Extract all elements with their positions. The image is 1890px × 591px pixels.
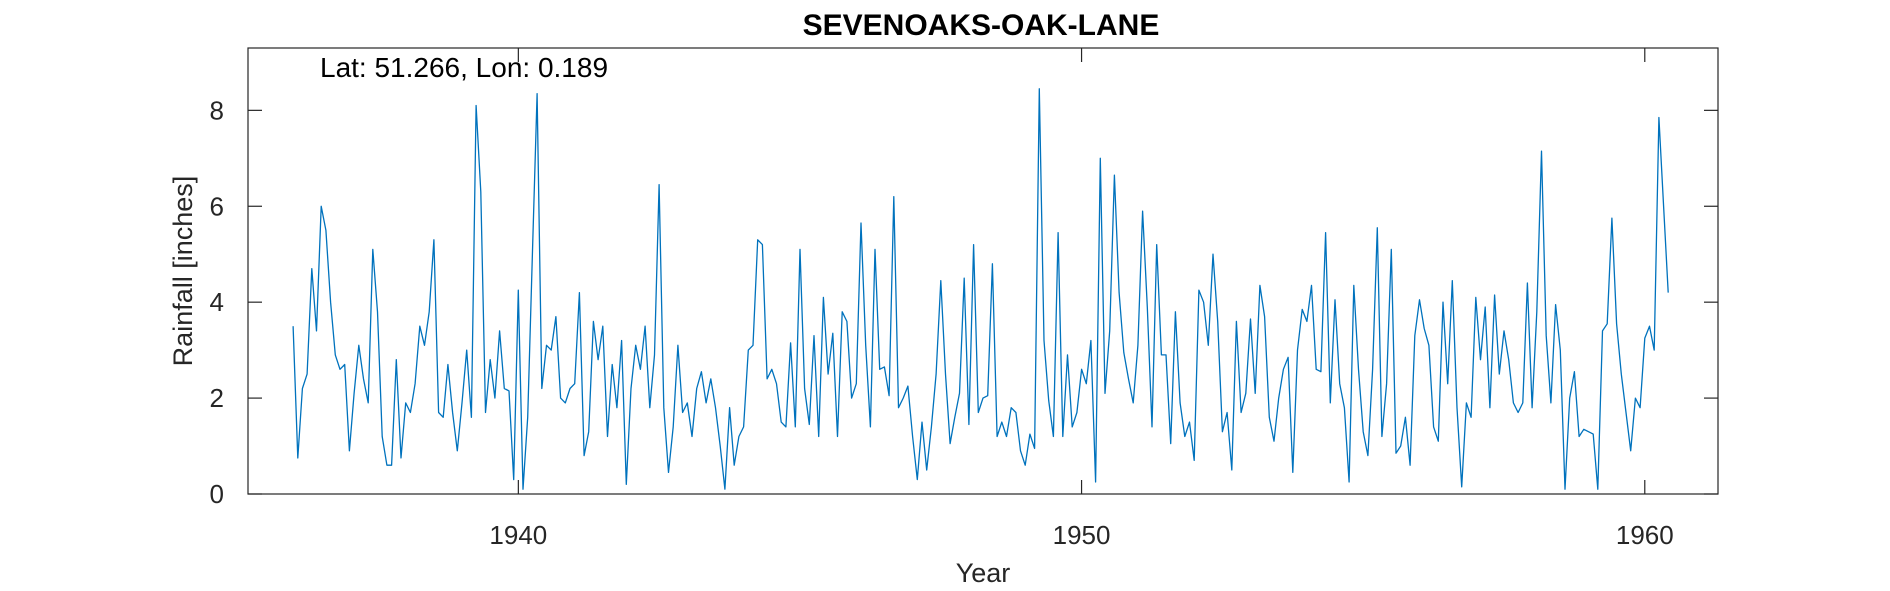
y-tick-label: 6 [210, 191, 224, 221]
x-axis-label: Year [956, 558, 1011, 588]
x-tick-label: 1950 [1053, 520, 1111, 550]
plot-area [247, 47, 1719, 495]
chart-title: SEVENOAKS-OAK-LANE [803, 9, 1160, 42]
x-tick-label: 1960 [1616, 520, 1674, 550]
y-axis-ticks: 0 2 4 6 8 [210, 95, 1718, 509]
x-axis-ticks: 1940 1950 1960 [489, 48, 1674, 550]
x-tick-label: 1940 [489, 520, 547, 550]
y-tick-label: 2 [210, 383, 224, 413]
y-tick-label: 8 [210, 95, 224, 125]
y-tick-label: 4 [210, 287, 224, 317]
rainfall-series-line [292, 88, 1669, 490]
y-tick-label: 0 [210, 479, 224, 509]
location-annotation: Lat: 51.266, Lon: 0.189 [320, 52, 608, 83]
y-axis-label: Rainfall [inches] [168, 176, 198, 367]
